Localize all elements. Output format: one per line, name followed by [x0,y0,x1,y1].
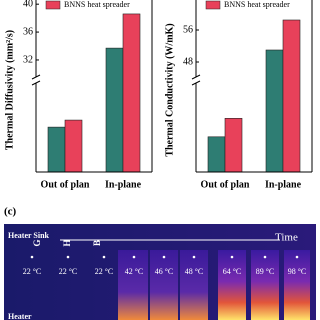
bar [282,19,301,173]
y-axis-label: Thermal Diffusivity (mm²/s) [4,30,15,150]
hot-zone [284,250,310,320]
y-tick-label: 56 [183,24,193,35]
legend-label: BNNS heat spreader [224,0,290,9]
legend-swatch [205,0,221,10]
y-tick-label: 32 [23,54,33,65]
panel-label: (c) [4,206,17,218]
y-axis-label: Thermal Conductivity (W/mK) [164,23,175,156]
sensor-label: H [62,239,72,246]
hot-zone [251,250,279,320]
thermo-labels: G H B 22 °C 22 °C 22 °C 42 °C 46 °C 48 °C 64 °C 89… [23,239,307,275]
legend-swatch [45,0,61,10]
sensor-dot [295,255,299,259]
temperature: 42 °C [125,267,144,276]
axis-break [192,77,200,83]
break-mark [31,74,41,80]
y-tick-label: 48 [183,56,193,67]
temperature: 46 °C [155,267,174,276]
x-tick-label: Out of plan [41,179,90,190]
hot-zone [118,250,148,320]
sensor-dot [66,255,70,259]
hot-zone [218,250,246,320]
bar [265,49,284,173]
footer: Heater [8,312,32,320]
bar [207,136,226,173]
sensor-dot [230,255,234,259]
sensor-dot [132,255,136,259]
sensor-dot [102,255,106,259]
temperature: 22 °C [95,267,114,276]
sensor-dot [192,255,196,259]
bar [64,119,83,173]
break-mark [191,74,201,80]
time-label: Time [275,232,298,244]
y-tick-label: 36 [23,26,33,37]
sensor-label: G [32,239,42,246]
x-tick-label: Out of plan [201,179,250,190]
bar [224,118,243,173]
temperature: 48 °C [185,267,204,276]
sensor-dot [162,255,166,259]
sensor-dot [263,255,267,259]
break-mark [191,80,201,86]
temperature: 64 °C [223,267,242,276]
axis-break [32,77,40,83]
temperature: 22 °C [59,267,78,276]
temperature: 98 °C [288,267,307,276]
charts: 32 36 40 BNNS heat spreader Out of plan In-pl… [4,0,313,190]
header: Heater Sink [8,231,50,240]
x-tick-label: In-plane [265,179,302,190]
sensor-label: B [92,240,102,246]
break-mark [31,80,41,86]
temperature: 89 °C [256,267,275,276]
hot-zone [150,250,178,320]
sensor-dot [30,255,34,259]
hot-zone [180,250,208,320]
x-tick-label: In-plane [105,179,142,190]
bar [122,13,141,173]
thermal-image: Heater Sink Time Heater [4,224,316,320]
bar [47,126,66,173]
legend-label: BNNS heat spreader [64,0,130,9]
bar [105,47,124,173]
y-tick-label: 40 [23,0,33,9]
temperature: 22 °C [23,267,42,276]
